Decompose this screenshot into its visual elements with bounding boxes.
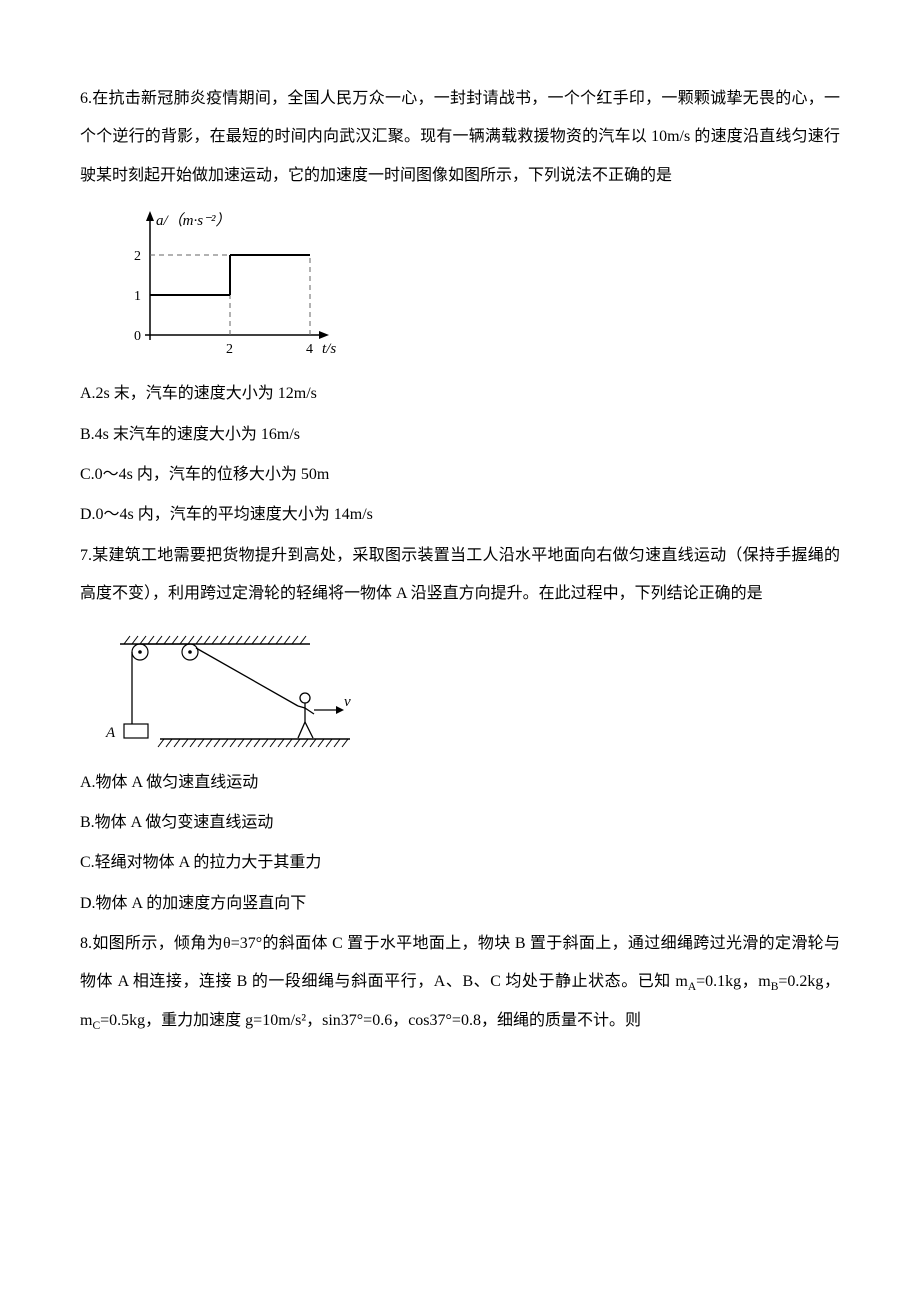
q7-diagram: A v [100,624,840,754]
q8-sub-a: A [688,982,696,994]
pulley-2-pin [188,650,192,654]
q7-option-d: D.物体 A 的加速度方向竖直向下 [80,885,840,923]
block-a [124,724,148,738]
q7-option-a: A.物体 A 做匀速直线运动 [80,764,840,802]
xtick-2: 2 [226,342,233,357]
velocity-label: v [344,694,351,710]
q7-option-b: B.物体 A 做匀变速直线运动 [80,804,840,842]
pulley-diagram: A v [100,624,360,754]
q6-option-a: A.2s 末，汽车的速度大小为 12m/s [80,375,840,413]
q7-stem: 7.某建筑工地需要把货物提升到高处，采取图示装置当工人沿水平地面向右做匀速直线运… [80,537,840,614]
ytick-0: 0 [134,329,141,344]
ytick-1: 1 [134,289,141,304]
q6-option-d: D.0～4s 内，汽车的平均速度大小为 14m/s [80,496,840,534]
acceleration-time-chart: 2 1 0 2 4 a/（m·s⁻²） t/s [100,205,340,365]
q7-option-c: C.轻绳对物体 A 的拉力大于其重力 [80,844,840,882]
q8-stem-part-1: =0.1kg，m [696,973,771,990]
q6-option-b: B.4s 末汽车的速度大小为 16m/s [80,416,840,454]
xtick-4: 4 [306,342,313,357]
q8-stem-part-3: =0.5kg，重力加速度 g=10m/s²，sin37°=0.6，cos37°=… [100,1012,641,1029]
y-axis-label: a/（m·s⁻²） [156,212,231,229]
q8-sub-c: C [92,1020,100,1032]
ytick-2: 2 [134,249,141,264]
q6-stem: 6.在抗击新冠肺炎疫情期间，全国人民万众一心，一封封请战书，一个个红手印，一颗颗… [80,80,840,195]
q6-chart: 2 1 0 2 4 a/（m·s⁻²） t/s [100,205,840,365]
q6-option-c: C.0～4s 内，汽车的位移大小为 50m [80,456,840,494]
x-axis-label: t/s [322,341,336,357]
block-a-label: A [105,725,116,741]
q8-stem: 8.如图所示，倾角为θ=37°的斜面体 C 置于水平地面上，物块 B 置于斜面上… [80,925,840,1040]
pulley-1-pin [138,650,142,654]
